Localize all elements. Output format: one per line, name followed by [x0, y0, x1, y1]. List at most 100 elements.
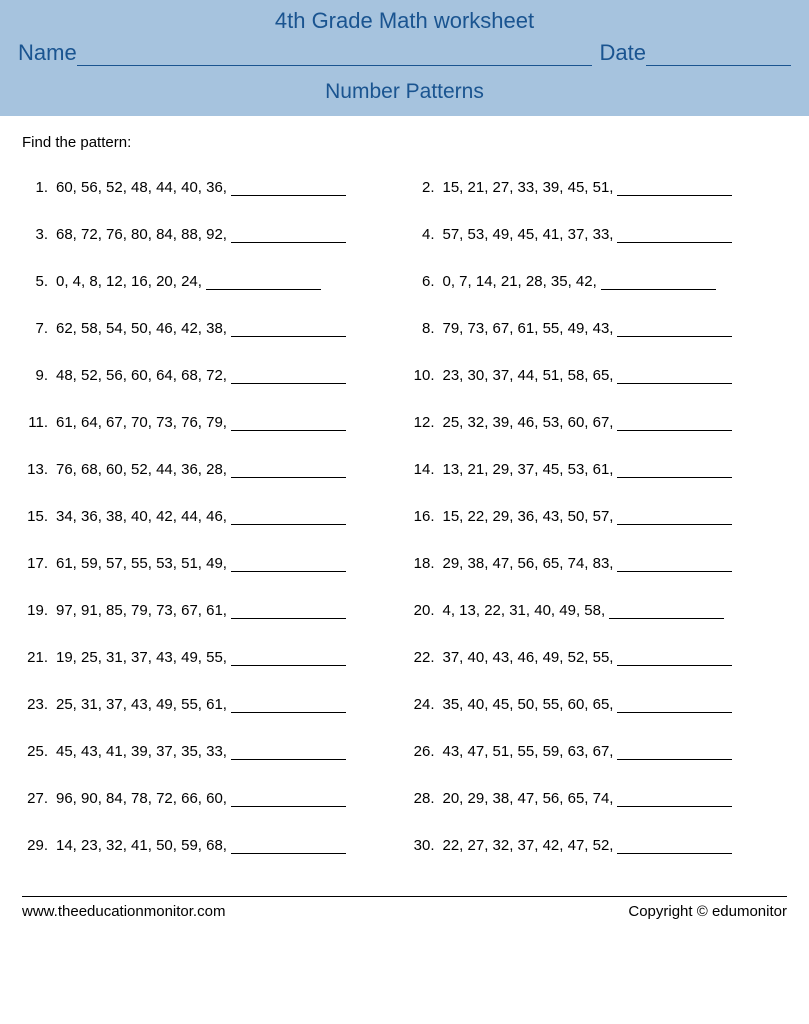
answer-blank[interactable]: [617, 228, 732, 243]
problem-item: 21. 19, 25, 31, 37, 43, 49, 55,: [22, 649, 401, 666]
answer-blank[interactable]: [231, 463, 346, 478]
problem-sequence: 37, 40, 43, 46, 49, 52, 55,: [443, 649, 614, 666]
problem-number: 15.: [22, 508, 48, 525]
answer-blank[interactable]: [231, 698, 346, 713]
problem-item: 24.35, 40, 45, 50, 55, 60, 65,: [409, 696, 788, 713]
problem-sequence: 15, 21, 27, 33, 39, 45, 51,: [443, 179, 614, 196]
problem-number: 11.: [22, 414, 48, 431]
problem-item: 12. 25, 32, 39, 46, 53, 60, 67,: [409, 414, 788, 431]
problem-item: 15. 34, 36, 38, 40, 42, 44, 46,: [22, 508, 401, 525]
problem-sequence: 14, 23, 32, 41, 50, 59, 68,: [56, 837, 227, 854]
problem-number: 24.: [409, 696, 435, 713]
problem-sequence: 97, 91, 85, 79, 73, 67, 61,: [56, 602, 227, 619]
answer-blank[interactable]: [617, 181, 732, 196]
answer-blank[interactable]: [231, 557, 346, 572]
problem-number: 28.: [409, 790, 435, 807]
problem-number: 13.: [22, 461, 48, 478]
problem-item: 30. 22, 27, 32, 37, 42, 47, 52,: [409, 837, 788, 854]
answer-blank[interactable]: [617, 463, 732, 478]
answer-blank[interactable]: [617, 698, 732, 713]
problem-item: 14. 13, 21, 29, 37, 45, 53, 61,: [409, 461, 788, 478]
answer-blank[interactable]: [617, 792, 732, 807]
problem-number: 21.: [22, 649, 48, 666]
problem-item: 20.4, 13, 22, 31, 40, 49, 58,: [409, 602, 788, 619]
problem-sequence: 19, 25, 31, 37, 43, 49, 55,: [56, 649, 227, 666]
answer-blank[interactable]: [617, 510, 732, 525]
problem-sequence: 23, 30, 37, 44, 51, 58, 65,: [443, 367, 614, 384]
problem-item: 13. 76, 68, 60, 52, 44, 36, 28,: [22, 461, 401, 478]
answer-blank[interactable]: [617, 745, 732, 760]
problem-sequence: 34, 36, 38, 40, 42, 44, 46,: [56, 508, 227, 525]
problem-item: 8. 79, 73, 67, 61, 55, 49, 43,: [409, 320, 788, 337]
problem-number: 6.: [409, 273, 435, 290]
problem-item: 25.45, 43, 41, 39, 37, 35, 33,: [22, 743, 401, 760]
answer-blank[interactable]: [231, 510, 346, 525]
name-date-row: Name Date: [18, 40, 791, 66]
date-blank-line[interactable]: [646, 44, 791, 66]
problem-item: 26.43, 47, 51, 55, 59, 63, 67,: [409, 743, 788, 760]
problem-sequence: 0, 4, 8, 12, 16, 20, 24,: [56, 273, 202, 290]
problem-sequence: 79, 73, 67, 61, 55, 49, 43,: [443, 320, 614, 337]
problem-sequence: 13, 21, 29, 37, 45, 53, 61,: [443, 461, 614, 478]
problem-number: 3.: [22, 226, 48, 243]
problem-number: 7.: [22, 320, 48, 337]
footer-rule: [22, 896, 787, 897]
answer-blank[interactable]: [231, 369, 346, 384]
problem-item: 10. 23, 30, 37, 44, 51, 58, 65,: [409, 367, 788, 384]
problem-number: 29.: [22, 837, 48, 854]
answer-blank[interactable]: [601, 275, 716, 290]
problem-sequence: 20, 29, 38, 47, 56, 65, 74,: [443, 790, 614, 807]
problem-number: 12.: [409, 414, 435, 431]
problem-item: 11. 61, 64, 67, 70, 73, 76, 79,: [22, 414, 401, 431]
name-blank-line[interactable]: [77, 44, 592, 66]
answer-blank[interactable]: [231, 228, 346, 243]
answer-blank[interactable]: [617, 416, 732, 431]
answer-blank[interactable]: [617, 839, 732, 854]
problem-number: 30.: [409, 837, 435, 854]
problem-sequence: 76, 68, 60, 52, 44, 36, 28,: [56, 461, 227, 478]
problem-number: 14.: [409, 461, 435, 478]
problem-number: 18.: [409, 555, 435, 572]
problem-sequence: 25, 31, 37, 43, 49, 55, 61,: [56, 696, 227, 713]
problem-sequence: 22, 27, 32, 37, 42, 47, 52,: [443, 837, 614, 854]
answer-blank[interactable]: [231, 651, 346, 666]
problem-number: 23.: [22, 696, 48, 713]
answer-blank[interactable]: [617, 369, 732, 384]
answer-blank[interactable]: [206, 275, 321, 290]
answer-blank[interactable]: [609, 604, 724, 619]
problem-sequence: 0, 7, 14, 21, 28, 35, 42,: [443, 273, 597, 290]
footer-url: www.theeducationmonitor.com: [22, 903, 225, 920]
problem-item: 22.37, 40, 43, 46, 49, 52, 55,: [409, 649, 788, 666]
problem-sequence: 61, 64, 67, 70, 73, 76, 79,: [56, 414, 227, 431]
problems-grid: 1.60, 56, 52, 48, 44, 40, 36,2.15, 21, 2…: [0, 179, 809, 854]
problem-number: 8.: [409, 320, 435, 337]
problem-sequence: 25, 32, 39, 46, 53, 60, 67,: [443, 414, 614, 431]
problem-item: 17. 61, 59, 57, 55, 53, 51, 49,: [22, 555, 401, 572]
answer-blank[interactable]: [231, 322, 346, 337]
name-label: Name: [18, 40, 77, 66]
answer-blank[interactable]: [617, 322, 732, 337]
problem-number: 5.: [22, 273, 48, 290]
answer-blank[interactable]: [617, 557, 732, 572]
answer-blank[interactable]: [231, 745, 346, 760]
problem-number: 27.: [22, 790, 48, 807]
problem-item: 28. 20, 29, 38, 47, 56, 65, 74,: [409, 790, 788, 807]
problem-number: 10.: [409, 367, 435, 384]
problem-sequence: 57, 53, 49, 45, 41, 37, 33,: [443, 226, 614, 243]
answer-blank[interactable]: [231, 792, 346, 807]
instruction-text: Find the pattern:: [22, 134, 809, 151]
problem-sequence: 15, 22, 29, 36, 43, 50, 57,: [443, 508, 614, 525]
problem-item: 3.68, 72, 76, 80, 84, 88, 92,: [22, 226, 401, 243]
problem-sequence: 48, 52, 56, 60, 64, 68, 72,: [56, 367, 227, 384]
problem-sequence: 61, 59, 57, 55, 53, 51, 49,: [56, 555, 227, 572]
answer-blank[interactable]: [617, 651, 732, 666]
problem-item: 4.57, 53, 49, 45, 41, 37, 33,: [409, 226, 788, 243]
answer-blank[interactable]: [231, 604, 346, 619]
answer-blank[interactable]: [231, 181, 346, 196]
problem-item: 23. 25, 31, 37, 43, 49, 55, 61,: [22, 696, 401, 713]
problem-number: 17.: [22, 555, 48, 572]
problem-item: 27.96, 90, 84, 78, 72, 66, 60,: [22, 790, 401, 807]
date-label: Date: [600, 40, 646, 66]
answer-blank[interactable]: [231, 416, 346, 431]
answer-blank[interactable]: [231, 839, 346, 854]
